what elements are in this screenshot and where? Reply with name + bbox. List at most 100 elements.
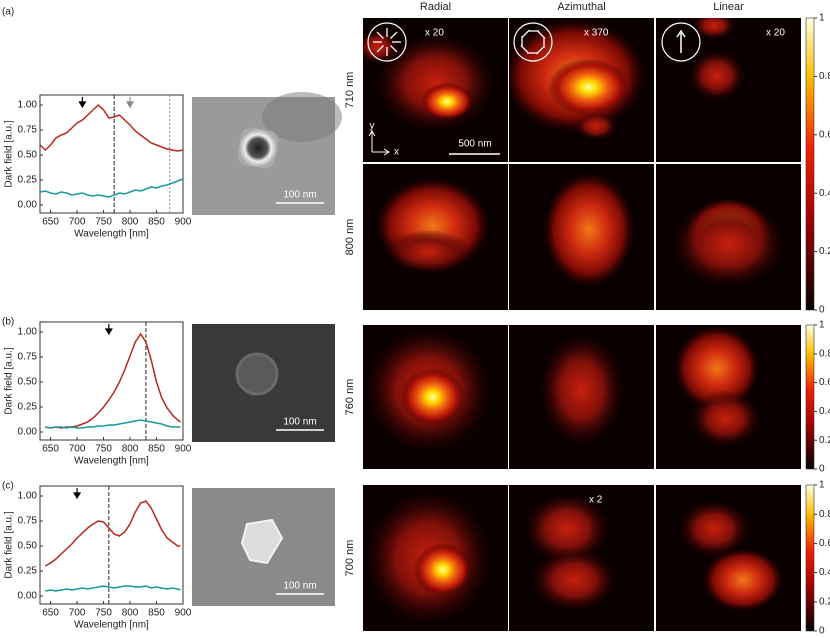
map-blobs [673, 325, 762, 448]
plot-frame [39, 94, 184, 214]
y-tick-label: 0.25 [18, 175, 38, 186]
intensity-blob [421, 82, 474, 121]
sem-particle [237, 127, 279, 169]
map-blobs [374, 177, 491, 274]
colorbar-tick-label: 1 [819, 320, 825, 331]
y-tick-label: 0.50 [18, 541, 38, 552]
colorbar-tick-label: 0.2 [819, 435, 830, 446]
spectrum-line [45, 585, 181, 592]
colorbar [805, 324, 815, 470]
y-tick-label: 0.00 [18, 591, 38, 602]
colorbar [805, 484, 815, 632]
arrow [78, 97, 87, 109]
colorbar-tick-label: 0 [819, 626, 825, 637]
colorbar-tick-label: 0.4 [819, 406, 830, 417]
colorbar-tick-label: 1 [819, 480, 825, 491]
intensity-blob [687, 49, 746, 102]
y-tick-label: 0.00 [18, 427, 38, 438]
y-axis-label: Dark field [a.u.] [4, 347, 15, 414]
x-tick-label: 800 [122, 444, 139, 455]
axes-icon [368, 130, 390, 156]
row-label: 760 nm [344, 379, 356, 416]
polarization-icon [513, 22, 553, 62]
intensity-blob [413, 543, 472, 596]
spectrum-line [39, 178, 184, 198]
sem-particle [240, 518, 284, 565]
y-tick-label: 1.00 [18, 100, 38, 111]
spectrum-line [39, 103, 184, 152]
x-axis-label: Wavelength [nm] [74, 229, 149, 240]
x-tick-label: 700 [69, 608, 86, 619]
scale-bar-label: 100 nm [283, 190, 316, 201]
panel-label: (a) [2, 7, 14, 18]
y-tick-label: 0.25 [18, 402, 38, 413]
map-blobs [363, 29, 497, 134]
colorbar-tick-label: 0.4 [819, 188, 830, 199]
scale-bar-label: 100 nm [283, 581, 316, 592]
intensity-blob [702, 547, 784, 613]
x-tick-label: 700 [69, 217, 86, 228]
sem-texture [262, 92, 342, 142]
row-label: 710 nm [344, 72, 356, 109]
map-blobs [542, 171, 636, 289]
x-axis-label: Wavelength [nm] [74, 620, 149, 631]
pol-arrow [390, 31, 398, 39]
colorbar-tick-label: 0.6 [819, 377, 830, 388]
x-tick-label: 650 [42, 444, 59, 455]
y-tick-label: 0.00 [18, 200, 38, 211]
colorbar-tick-label: 0 [819, 464, 825, 475]
colorbar [805, 17, 815, 311]
pol-arrow [537, 30, 546, 39]
arrow [125, 97, 135, 109]
colorbar-tick-label: 0.8 [819, 71, 830, 82]
spectrum-line [45, 332, 181, 429]
y-axis-label: Dark field [a.u.] [4, 511, 15, 578]
intensity-blob [538, 332, 625, 448]
y-tick-label: 0.75 [18, 125, 38, 136]
y-tick-label: 1.00 [18, 327, 38, 338]
multiplier: x 20 [766, 28, 785, 39]
y-tick-label: 0.75 [18, 352, 38, 363]
row-label: 700 nm [344, 540, 356, 577]
pol-arrow [521, 29, 530, 38]
x-axis-label: Wavelength [nm] [74, 456, 149, 467]
intensity-blob [523, 492, 611, 566]
x-tick-label: 650 [42, 217, 59, 228]
colorbar-tick-label: 0.8 [819, 348, 830, 359]
y-tick-label: 0.75 [18, 516, 38, 527]
y-tick-label: 1.00 [18, 491, 38, 502]
map-blobs [363, 325, 494, 455]
plot-frame [39, 321, 184, 441]
x-tick-label: 800 [122, 608, 139, 619]
intensity-blob [548, 58, 630, 116]
intensity-blob [692, 18, 736, 40]
x-tick-label: 850 [148, 444, 165, 455]
y-axis-label: Dark field [a.u.] [4, 120, 15, 187]
arrow [104, 324, 113, 336]
colorbar-tick-label: 0.4 [819, 567, 830, 578]
multiplier: x 2 [589, 495, 603, 506]
intensity-blob [677, 499, 751, 558]
map-blobs [687, 18, 746, 102]
panel-label: (c) [2, 481, 14, 492]
sem-particle [235, 352, 279, 396]
x-tick-label: 650 [42, 608, 59, 619]
polarization-icon [661, 22, 701, 62]
x-tick-label: 750 [95, 608, 112, 619]
intensity-blob [363, 29, 400, 65]
x-tick-label: 800 [122, 217, 139, 228]
map-blobs [677, 499, 784, 613]
x-tick-label: 850 [148, 608, 165, 619]
axis-y-label: y [370, 121, 375, 132]
y-tick-label: 0.50 [18, 150, 38, 161]
plot-frame [39, 485, 184, 605]
pol-arrow [520, 45, 529, 54]
pol-arrow [376, 45, 384, 53]
intensity-blob [530, 547, 618, 613]
colorbar-tick-label: 1 [819, 13, 825, 24]
intensity-blob [689, 389, 762, 448]
map-blobs [670, 197, 787, 289]
polarization-icon [367, 22, 407, 62]
x-tick-label: 900 [175, 217, 192, 228]
